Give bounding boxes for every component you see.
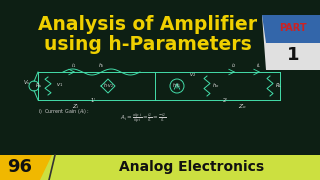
Text: $v_1$: $v_1$: [56, 81, 64, 89]
FancyBboxPatch shape: [0, 155, 320, 180]
Text: $A_i = \frac{o/p\;i}{i/p\;i} = \frac{i_2}{i_1} = \frac{-i_2}{i_1}$: $A_i = \frac{o/p\;i}{i/p\;i} = \frac{i_2…: [120, 111, 166, 125]
Text: $h_i$: $h_i$: [98, 61, 105, 70]
Text: $v_2$: $v_2$: [189, 71, 196, 79]
Text: using h-Parameters: using h-Parameters: [44, 35, 252, 53]
Text: Analysis of Amplifier: Analysis of Amplifier: [38, 15, 258, 35]
Text: $i_2$: $i_2$: [231, 61, 237, 70]
Text: $R_s$: $R_s$: [36, 82, 43, 90]
Text: Analog Electronics: Analog Electronics: [119, 161, 265, 174]
Text: 96: 96: [7, 159, 33, 177]
Text: $i_1$: $i_1$: [71, 61, 77, 70]
Text: $h_f i_1$: $h_f i_1$: [172, 82, 182, 90]
Text: $1'$: $1'$: [90, 97, 96, 105]
Text: $V_s$: $V_s$: [23, 78, 31, 87]
Text: $R_L$: $R_L$: [275, 82, 283, 90]
Text: $2'$: $2'$: [222, 97, 228, 105]
Text: $Z_i$: $Z_i$: [72, 102, 80, 111]
Polygon shape: [0, 155, 52, 180]
Text: $h_o$: $h_o$: [212, 82, 220, 90]
Polygon shape: [262, 15, 320, 43]
Text: $h_r v_2$: $h_r v_2$: [102, 82, 114, 90]
Text: PART: PART: [279, 23, 307, 33]
Polygon shape: [262, 15, 320, 70]
Text: i)  Current Gain $(A_i)$ :: i) Current Gain $(A_i)$ :: [38, 107, 90, 116]
Text: 1: 1: [287, 46, 299, 64]
Text: $Z_o$: $Z_o$: [238, 102, 246, 111]
Text: $i_L$: $i_L$: [256, 61, 262, 70]
